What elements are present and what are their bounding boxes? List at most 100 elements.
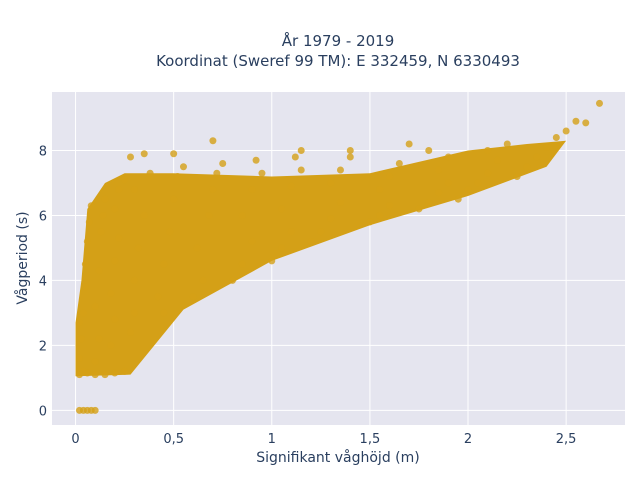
- data-point: [193, 244, 201, 252]
- data-point: [415, 205, 423, 213]
- data-point: [484, 169, 492, 177]
- data-point: [307, 237, 315, 245]
- data-point: [121, 176, 129, 184]
- data-point: [346, 146, 354, 154]
- data-point: [91, 358, 99, 366]
- data-point: [115, 185, 123, 193]
- data-point: [174, 172, 182, 180]
- data-point: [107, 289, 115, 297]
- data-point: [130, 309, 138, 317]
- data-point: [85, 218, 93, 226]
- data-point: [474, 179, 482, 187]
- data-point: [134, 244, 142, 252]
- data-point: [543, 143, 551, 151]
- x-tick-label: 1: [268, 432, 276, 447]
- data-point: [444, 153, 452, 161]
- data-point: [229, 276, 237, 284]
- y-tick-label: 2: [39, 339, 47, 354]
- data-point: [493, 156, 501, 164]
- data-point: [101, 371, 109, 379]
- data-point: [179, 163, 187, 171]
- data-point: [268, 257, 276, 265]
- data-point: [101, 195, 109, 203]
- data-point: [317, 228, 325, 236]
- data-point: [87, 202, 95, 210]
- data-point: [81, 283, 89, 291]
- data-point: [395, 159, 403, 167]
- data-point: [154, 293, 162, 301]
- data-point: [130, 185, 138, 193]
- data-point: [170, 195, 178, 203]
- data-point: [291, 153, 299, 161]
- data-point: [248, 237, 256, 245]
- data-point: [126, 153, 134, 161]
- data-point: [552, 133, 560, 141]
- data-point: [444, 179, 452, 187]
- data-point: [111, 205, 119, 213]
- data-point: [376, 185, 384, 193]
- data-point: [327, 215, 335, 223]
- data-point: [366, 218, 374, 226]
- data-point: [166, 228, 174, 236]
- chart-title-line2: Koordinat (Sweref 99 TM): E 332459, N 63…: [156, 52, 520, 70]
- data-point: [582, 119, 590, 127]
- data-point: [248, 185, 256, 193]
- data-point: [287, 182, 295, 190]
- data-point: [130, 276, 138, 284]
- data-point: [503, 140, 511, 148]
- y-tick-labels: 0 2 4 6 8: [39, 144, 47, 419]
- data-point: [111, 315, 119, 323]
- data-point: [170, 150, 178, 158]
- y-tick-label: 4: [39, 274, 47, 289]
- data-point: [121, 367, 129, 375]
- data-point: [91, 406, 99, 414]
- data-point: [297, 146, 305, 154]
- data-point: [346, 153, 354, 161]
- data-point: [464, 185, 472, 193]
- data-point: [189, 293, 197, 301]
- y-tick-label: 8: [39, 144, 47, 159]
- data-point: [219, 159, 227, 167]
- data-point: [79, 309, 87, 317]
- y-tick-label: 0: [39, 404, 47, 419]
- x-tick-label: 0: [71, 432, 79, 447]
- y-axis-label: Vågperiod (s): [14, 211, 31, 304]
- data-point: [336, 198, 344, 206]
- data-point: [160, 309, 168, 317]
- data-point: [75, 319, 83, 327]
- x-tick-labels: 0 0,5 1 1,5 2 2,5: [71, 432, 576, 447]
- data-point: [258, 169, 266, 177]
- data-point: [81, 260, 89, 268]
- data-point: [435, 189, 443, 197]
- y-tick-label: 6: [39, 209, 47, 224]
- data-point: [97, 228, 105, 236]
- data-point: [126, 328, 134, 336]
- data-point: [99, 211, 107, 219]
- data-point: [209, 185, 217, 193]
- data-point: [572, 117, 580, 125]
- x-tick-label: 1,5: [360, 432, 381, 447]
- x-axis-label: Signifikant våghöjd (m): [256, 449, 419, 466]
- data-point: [111, 257, 119, 265]
- data-point: [278, 244, 286, 252]
- data-point: [83, 369, 91, 377]
- data-point: [83, 237, 91, 245]
- data-point: [91, 371, 99, 379]
- x-tick-label: 2,5: [556, 432, 577, 447]
- x-tick-label: 2: [464, 432, 472, 447]
- data-point: [278, 205, 286, 213]
- data-point: [297, 166, 305, 174]
- data-point: [238, 260, 246, 268]
- data-point: [107, 341, 115, 349]
- data-point: [140, 211, 148, 219]
- data-point: [435, 166, 443, 174]
- data-point: [95, 267, 103, 275]
- data-points: [75, 99, 603, 414]
- data-point: [386, 202, 394, 210]
- data-point: [75, 354, 83, 362]
- data-point: [484, 146, 492, 154]
- chart-title-line1: År 1979 - 2019: [282, 31, 395, 50]
- data-point: [454, 195, 462, 203]
